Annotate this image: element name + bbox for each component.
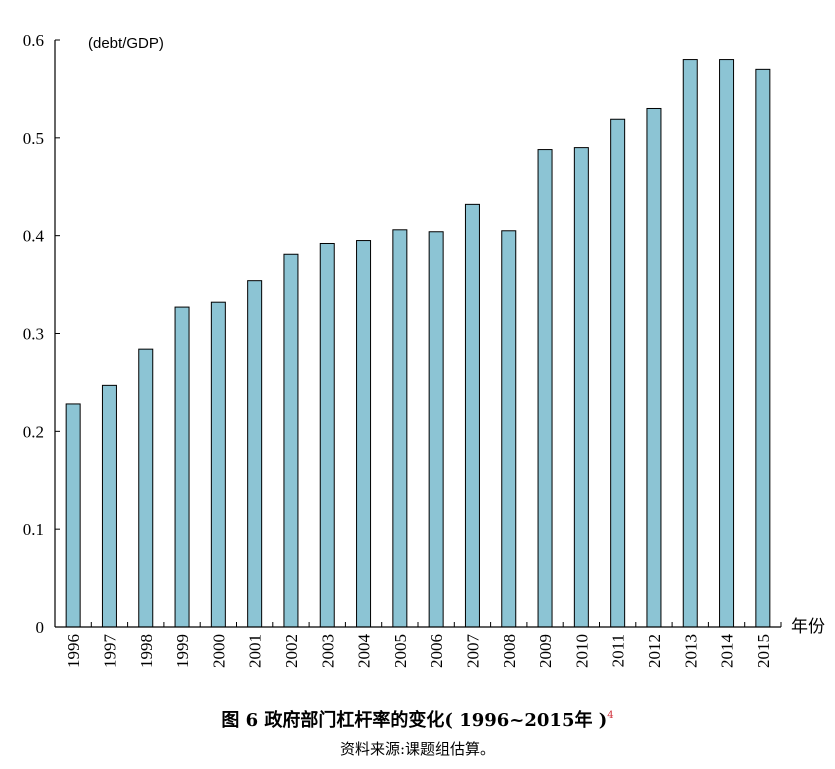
bar-1996 <box>65 403 81 628</box>
x-tick-label: 2012 <box>645 634 664 668</box>
bar-series <box>65 59 771 628</box>
x-tick-label: 1996 <box>64 634 83 668</box>
y-tick-label: 0.3 <box>23 325 44 344</box>
caption-text: 图 6 政府部门杠杆率的变化( 1996~2015年 ) <box>221 710 608 731</box>
x-tick-label: 2011 <box>609 634 628 667</box>
bar-2014 <box>719 59 735 628</box>
bar-2007 <box>464 203 480 628</box>
bar-1997 <box>101 384 117 628</box>
bar-2000 <box>210 301 226 628</box>
x-tick-label: 2006 <box>427 634 446 668</box>
y-tick-label: 0.4 <box>23 227 45 246</box>
bar-1998 <box>138 348 154 628</box>
x-tick-label: 2010 <box>572 634 591 668</box>
bar-2011 <box>610 118 626 628</box>
figure-caption: 图 6 政府部门杠杆率的变化( 1996~2015年 )4 <box>0 706 835 732</box>
x-tick-label: 2002 <box>282 634 301 668</box>
bar-2009 <box>537 149 553 628</box>
bar-2006 <box>428 231 444 628</box>
y-axis-ticks: 0 0.1 0.2 0.3 0.4 0.5 0.6 <box>23 31 60 637</box>
x-axis-label: 年份 <box>791 617 825 636</box>
bar-2004 <box>356 240 372 628</box>
x-tick-label: 2003 <box>318 634 337 668</box>
y-tick-label: 0.1 <box>23 520 44 539</box>
bar-2015 <box>755 68 771 628</box>
x-tick-label: 2001 <box>246 634 265 668</box>
bar-2012 <box>646 107 662 628</box>
bar-2002 <box>283 253 299 628</box>
x-tick-label: 2014 <box>718 634 737 669</box>
y-tick-label: 0.2 <box>23 422 44 441</box>
x-tick-label: 2005 <box>391 634 410 668</box>
bar-2013 <box>682 59 698 628</box>
bar-2010 <box>573 147 589 628</box>
bar-2008 <box>501 230 517 628</box>
x-tick-label: 1999 <box>173 634 192 668</box>
x-axis-ticks: 1996 1997 1998 1999 2000 2001 2002 2003 2004 2005… <box>64 622 782 669</box>
y-tick-label: 0.6 <box>23 31 44 50</box>
x-tick-label: 1998 <box>137 634 156 668</box>
x-tick-label: 2000 <box>209 634 228 668</box>
x-tick-label: 2007 <box>463 634 482 669</box>
x-tick-label: 2004 <box>355 634 374 669</box>
bar-1999 <box>174 306 190 628</box>
x-tick-label: 2015 <box>754 634 773 668</box>
x-tick-label: 1997 <box>100 634 119 669</box>
y-tick-label: 0.5 <box>23 129 44 148</box>
x-tick-label: 2009 <box>536 634 555 668</box>
bar-2005 <box>392 229 408 628</box>
caption-note-marker: 4 <box>607 710 614 721</box>
y-axis-unit-label: (debt/GDP) <box>88 35 164 52</box>
bar-2003 <box>319 242 335 628</box>
y-tick-label: 0 <box>36 618 45 637</box>
source-note: 资料来源:课题组估算。 <box>339 740 496 758</box>
x-tick-label: 2008 <box>500 634 519 668</box>
bar-2001 <box>247 280 263 628</box>
x-tick-label: 2013 <box>681 634 700 668</box>
